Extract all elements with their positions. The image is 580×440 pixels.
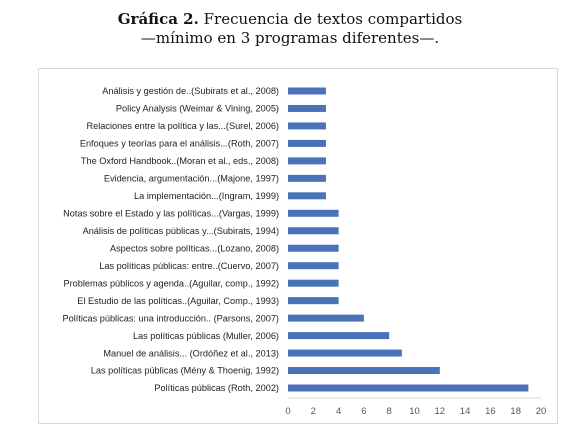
category-label: El Estudio de las políticas..(Aguilar, C… [77, 296, 279, 306]
x-tick-label: 2 [311, 406, 316, 417]
bar [288, 104, 326, 112]
title-line2: —mínimo en 3 programas diferentes—. [140, 29, 440, 47]
category-label: Aspectos sobre políticas...(Lozano, 2008… [110, 243, 279, 253]
category-label: Evidencia, argumentación...(Majone, 1997… [104, 174, 279, 184]
category-label: Las políticas públicas (Muller, 2006) [133, 331, 279, 341]
x-tick-label: 18 [510, 406, 521, 417]
bar [288, 332, 390, 340]
category-label: Relaciones entre la política y las...(Su… [86, 121, 279, 131]
bar [288, 227, 339, 235]
bar [288, 174, 326, 182]
category-label: Notas sobre el Estado y las políticas...… [63, 208, 279, 218]
x-tick-label: 6 [361, 406, 366, 417]
x-tick-label: 10 [409, 406, 420, 417]
category-label: Problemas públicos y agenda..(Aguilar, c… [63, 278, 279, 288]
bar [288, 192, 326, 200]
bar [288, 367, 440, 375]
title-prefix: Gráfica 2. [117, 10, 199, 28]
category-label: Las políticas públicas (Mény & Thoenig, … [91, 366, 279, 376]
bar [288, 349, 402, 357]
bar [288, 209, 339, 217]
category-label: Las políticas públicas: entre..(Cuervo, … [99, 261, 279, 271]
bar [288, 279, 339, 287]
bar [288, 87, 326, 95]
x-tick-label: 0 [285, 406, 290, 417]
bar [288, 384, 529, 392]
bar [288, 244, 339, 252]
category-label: Análisis y gestión de..(Subirats et al.,… [102, 86, 279, 96]
category-label: Enfoques y teorías para el análisis...(R… [80, 139, 279, 149]
category-label: The Oxford Handbook..(Moran et al., eds.… [81, 156, 279, 166]
category-label: La implementación...(Ingram, 1999) [134, 191, 279, 201]
bar [288, 262, 339, 270]
category-label: Políticas públicas (Roth, 2002) [154, 383, 279, 393]
x-tick-label: 14 [460, 406, 471, 417]
x-tick-label: 20 [536, 406, 547, 417]
x-tick-label: 8 [387, 406, 392, 417]
chart-title: Gráfica 2. Frecuencia de textos comparti… [0, 10, 580, 48]
category-label: Policy Analysis (Weimar & Vining, 2005) [116, 104, 279, 114]
title-line1: Frecuencia de textos compartidos [203, 10, 463, 28]
category-label: Análisis de políticas públicas y...(Subi… [83, 226, 279, 236]
bar [288, 157, 326, 165]
category-label: Manuel de análisis... (Ordóñez et al., 2… [103, 348, 279, 358]
bar [288, 314, 364, 322]
category-label: Políticas públicas: una introducción.. (… [62, 313, 279, 323]
bar [288, 122, 326, 130]
bar [288, 297, 339, 305]
x-tick-label: 4 [336, 406, 341, 417]
x-tick-label: 16 [485, 406, 496, 417]
bar [288, 139, 326, 147]
x-tick-label: 12 [435, 406, 446, 417]
